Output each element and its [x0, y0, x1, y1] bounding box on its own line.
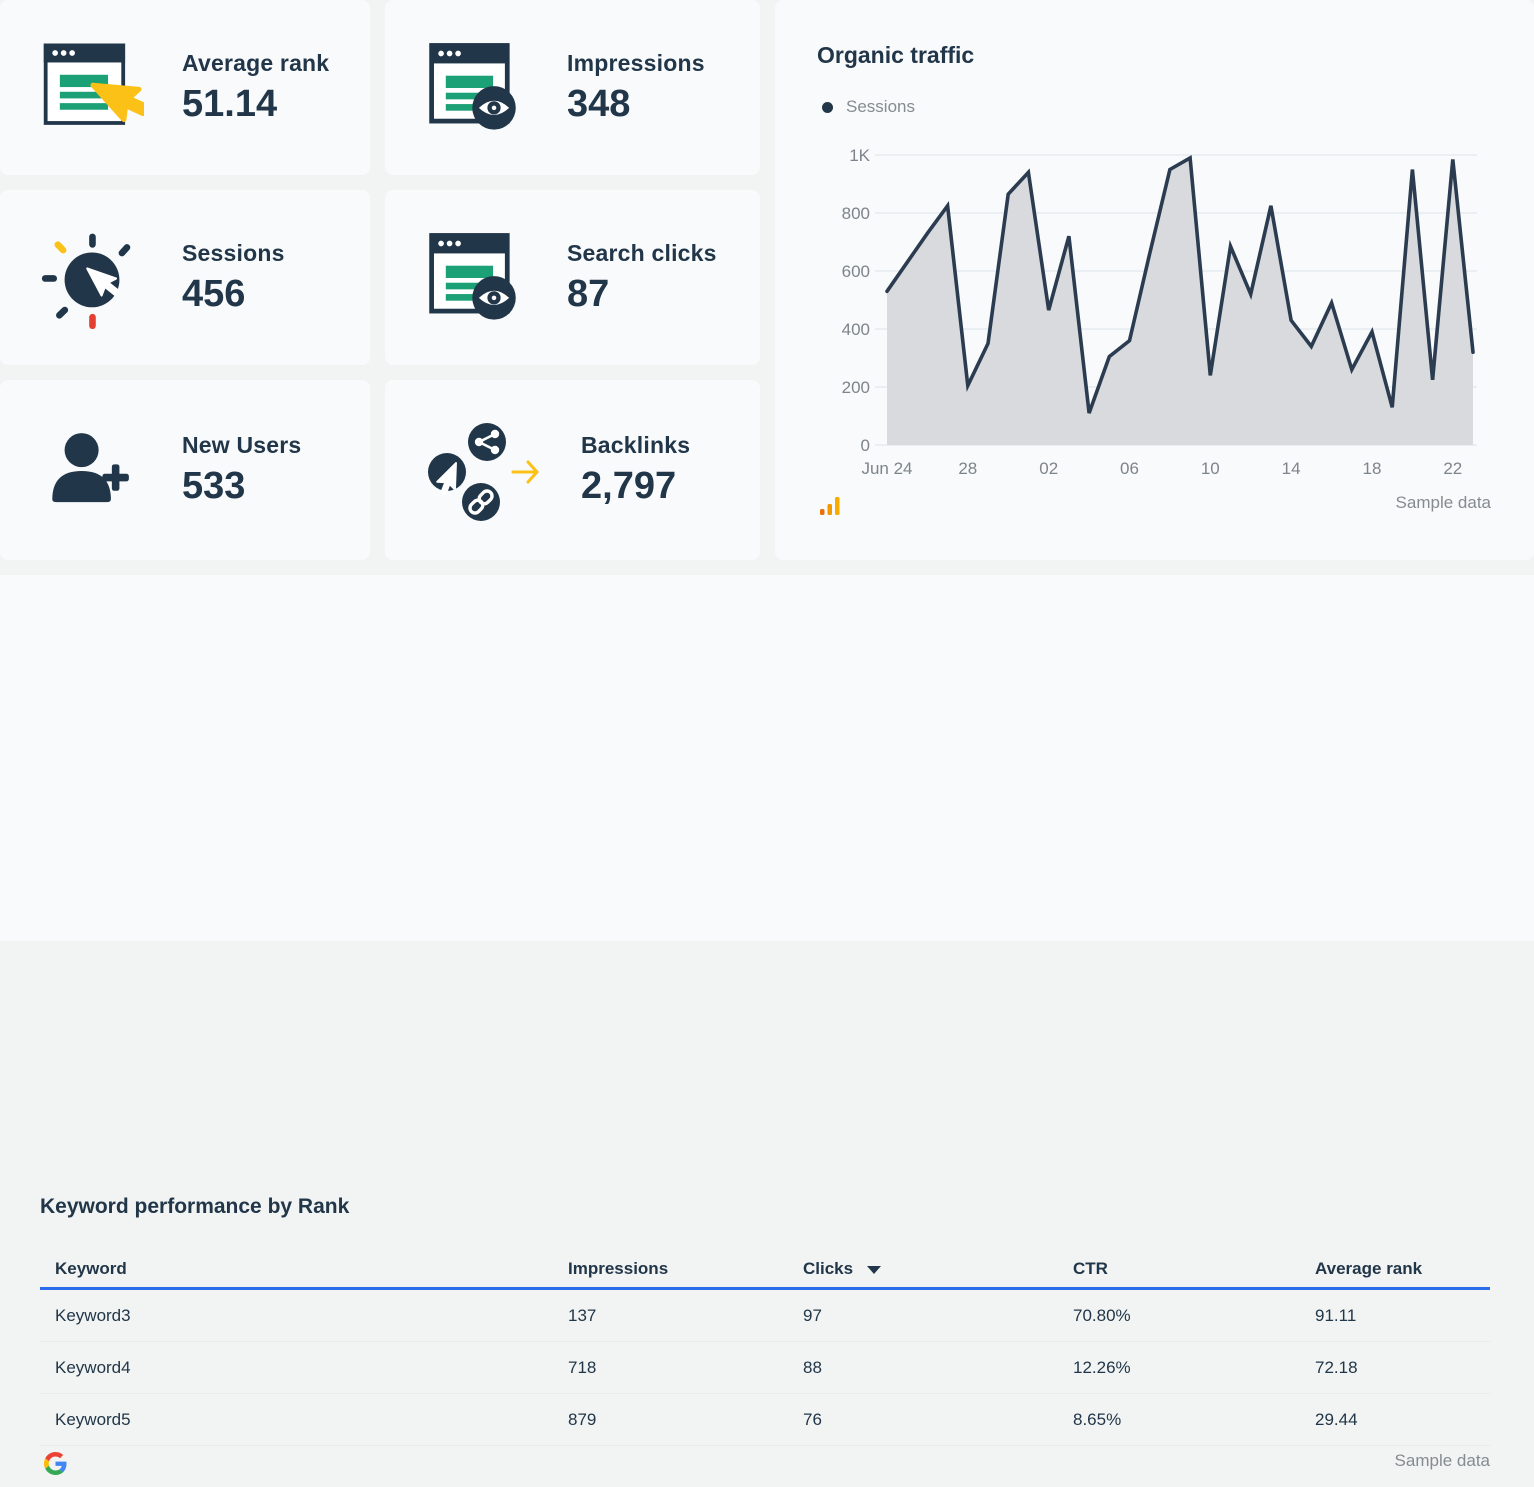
metric-label: New Users — [182, 432, 302, 458]
scorecard-new-users: New Users 533 — [0, 380, 370, 560]
clicks-cell: 88 — [803, 1358, 822, 1377]
column-header-average-rank[interactable]: Average rank — [1315, 1259, 1423, 1278]
sessions-area-chart: 0 200 400 600 800 1K Jun 24 28 02 06 10 14 18 22 — [842, 146, 1477, 478]
metric-label: Search clicks — [567, 239, 717, 266]
svg-text:18: 18 — [1363, 459, 1382, 478]
svg-text:14: 14 — [1282, 459, 1301, 478]
average-rank-cell: 72.18 — [1315, 1358, 1358, 1377]
keyword-cell: Keyword4 — [55, 1358, 131, 1377]
metric-value: 87 — [567, 272, 610, 315]
metric-value: 456 — [182, 272, 246, 315]
scorecard-backlinks: Backlinks 2,797 — [385, 380, 760, 560]
table-header-row: Keyword Impressions Clicks CTR Average r… — [40, 1251, 1490, 1287]
scorecard-average-rank: Average rank 51.14 — [0, 0, 370, 175]
metric-value: 2,797 — [581, 465, 677, 507]
svg-text:22: 22 — [1443, 459, 1462, 478]
metric-label: Sessions — [182, 239, 285, 266]
impressions-cell: 718 — [568, 1358, 597, 1377]
metric-label: Average rank — [182, 49, 330, 76]
chart-legend: Sessions — [822, 97, 915, 117]
svg-text:400: 400 — [842, 320, 870, 339]
table-row: Keyword4 718 88 12.26% 72.18 — [40, 1342, 1490, 1394]
average-rank-cell: 91.11 — [1315, 1306, 1357, 1325]
table-sample-data-note: Sample data — [1394, 1451, 1490, 1470]
svg-text:10: 10 — [1201, 459, 1220, 478]
link-cluster-icon — [425, 415, 543, 525]
metric-label: Impressions — [567, 49, 705, 76]
browser-cursor-icon — [40, 33, 149, 143]
column-header-impressions[interactable]: Impressions — [568, 1259, 669, 1278]
organic-traffic-panel: 0 200 400 600 800 1K Jun 24 28 02 06 10 14 18 22 Orga… — [775, 0, 1534, 560]
metric-value: 533 — [182, 465, 246, 507]
legend-dot-icon — [822, 101, 833, 113]
browser-eye-icon — [425, 223, 529, 333]
keyword-cell: Keyword3 — [55, 1306, 131, 1325]
ctr-cell: 70.80% — [1073, 1306, 1131, 1325]
scorecard-sessions: Sessions 456 — [0, 190, 370, 365]
svg-text:06: 06 — [1120, 459, 1139, 478]
ctr-cell: 12.26% — [1073, 1358, 1131, 1377]
sort-desc-icon — [867, 1265, 882, 1274]
svg-text:Jun 24: Jun 24 — [861, 459, 912, 478]
impressions-cell: 879 — [568, 1410, 597, 1429]
impressions-cell: 137 — [568, 1306, 597, 1325]
svg-text:02: 02 — [1039, 459, 1058, 478]
ctr-cell: 8.65% — [1073, 1410, 1122, 1429]
column-header-clicks[interactable]: Clicks — [803, 1251, 882, 1287]
scorecard-search-clicks: Search clicks 87 — [385, 190, 760, 365]
svg-text:200: 200 — [842, 378, 870, 397]
metric-label: Backlinks — [581, 432, 691, 458]
person-plus-icon — [40, 415, 144, 525]
svg-text:0: 0 — [861, 436, 870, 455]
table-row: Keyword3 137 97 70.80% 91.11 — [40, 1290, 1490, 1342]
svg-text:600: 600 — [842, 262, 870, 281]
keyword-table-panel: Keyword performance by Rank Keyword Impr… — [0, 575, 1534, 1475]
svg-text:28: 28 — [958, 459, 977, 478]
table-title: Keyword performance by Rank — [40, 1195, 350, 1218]
metric-value: 51.14 — [182, 82, 278, 125]
svg-text:1K: 1K — [849, 146, 870, 165]
cursor-burst-icon — [40, 223, 144, 333]
table-row: Keyword5 879 76 8.65% 29.44 — [40, 1394, 1490, 1446]
svg-text:800: 800 — [842, 204, 870, 223]
column-header-keyword[interactable]: Keyword — [55, 1259, 127, 1278]
chart-sample-data-note: Sample data — [1395, 493, 1491, 512]
google-logo-icon — [44, 1452, 67, 1480]
scorecard-impressions: Impressions 348 — [385, 0, 760, 175]
browser-eye-icon — [425, 33, 529, 143]
clicks-cell: 97 — [803, 1306, 822, 1325]
average-rank-cell: 29.44 — [1315, 1410, 1358, 1429]
table-footer: Sample data — [40, 1447, 1490, 1487]
chart-title: Organic traffic — [817, 42, 975, 68]
clicks-cell: 76 — [803, 1410, 822, 1429]
legend-label: Sessions — [846, 97, 915, 116]
metric-value: 348 — [567, 82, 631, 125]
keyword-cell: Keyword5 — [55, 1410, 131, 1429]
google-analytics-icon — [820, 496, 842, 521]
column-header-ctr[interactable]: CTR — [1073, 1259, 1108, 1278]
